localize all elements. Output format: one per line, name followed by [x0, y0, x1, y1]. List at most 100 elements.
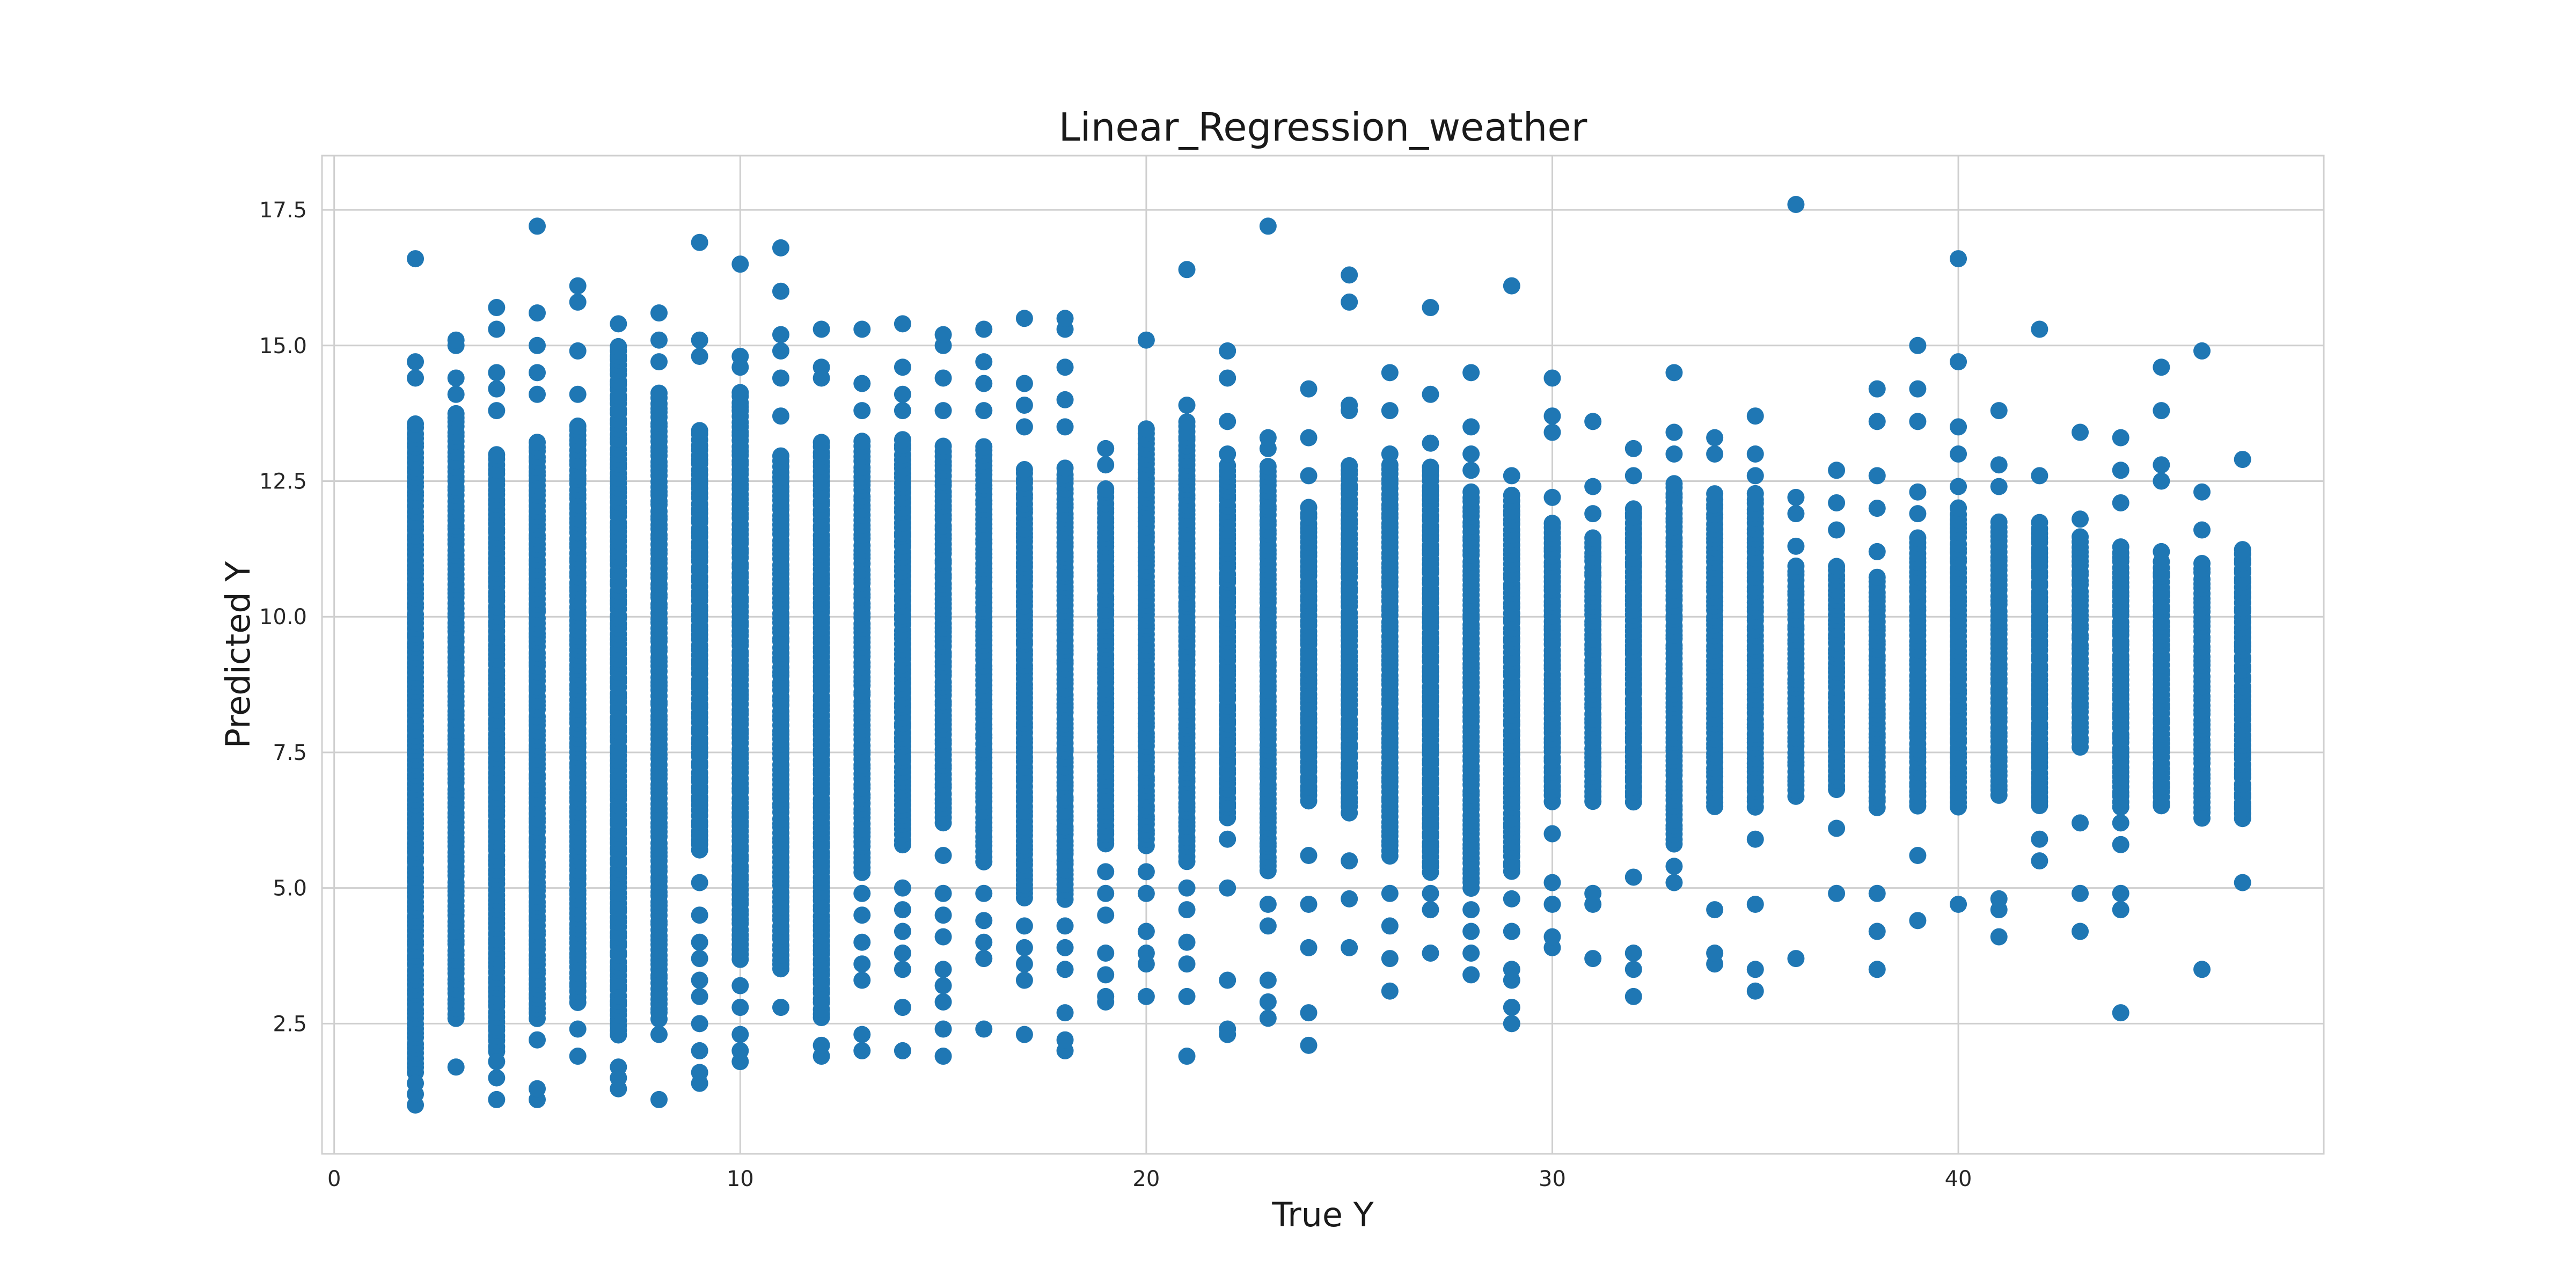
data-point — [934, 961, 952, 978]
data-point — [610, 338, 627, 355]
data-point — [1746, 445, 1764, 463]
data-point — [853, 884, 871, 902]
data-point — [691, 906, 708, 924]
data-point — [772, 999, 789, 1016]
data-point — [2031, 467, 2048, 485]
data-point — [975, 353, 993, 371]
data-point — [1259, 917, 1277, 935]
data-point — [853, 933, 871, 951]
data-point — [691, 348, 708, 365]
data-point — [1137, 944, 1155, 962]
data-point — [1300, 467, 1318, 485]
data-point — [1300, 896, 1318, 913]
data-point — [1828, 884, 1846, 902]
data-point — [691, 233, 708, 251]
data-point — [975, 438, 993, 456]
data-point — [1341, 890, 1358, 908]
plot-frame — [321, 155, 2325, 1155]
data-point — [1300, 1004, 1318, 1022]
data-point — [488, 446, 506, 464]
data-point — [1543, 423, 1561, 441]
data-point — [1868, 500, 1886, 517]
data-point — [1868, 467, 1886, 485]
data-point — [1787, 537, 1805, 555]
data-point — [691, 971, 708, 989]
data-point — [975, 933, 993, 951]
data-point — [934, 1048, 952, 1065]
data-point — [1300, 1036, 1318, 1054]
data-point — [2153, 456, 2170, 474]
data-point — [1178, 955, 1196, 973]
data-point — [2112, 1004, 2129, 1022]
data-point — [1056, 961, 1074, 978]
data-point — [1056, 939, 1074, 956]
x-tick-label: 20 — [1132, 1167, 1160, 1191]
data-point — [691, 422, 708, 440]
data-point — [1950, 445, 1967, 463]
data-point — [1909, 380, 1927, 398]
data-point — [1503, 999, 1520, 1016]
x-tick-label: 10 — [727, 1167, 754, 1191]
data-point — [1746, 485, 1764, 502]
data-point — [528, 364, 546, 382]
data-point — [1219, 830, 1236, 848]
data-point — [1868, 961, 1886, 978]
data-point — [569, 1020, 587, 1038]
data-point — [2153, 543, 2170, 560]
data-point — [894, 1042, 911, 1059]
data-point — [934, 402, 952, 420]
data-point — [894, 431, 911, 449]
data-point — [2193, 555, 2211, 573]
data-point — [1868, 543, 1886, 560]
data-point — [1665, 423, 1683, 441]
data-point — [2112, 836, 2129, 853]
data-point — [813, 358, 830, 376]
data-point — [650, 384, 668, 402]
data-point — [1056, 358, 1074, 376]
data-point — [1543, 928, 1561, 946]
data-point — [691, 987, 708, 1005]
data-point — [1950, 353, 1967, 371]
chart-title: Linear_Regression_weather — [1059, 105, 1587, 150]
data-point — [1056, 391, 1074, 408]
data-point — [2072, 528, 2089, 546]
data-point — [528, 385, 546, 403]
data-point — [1462, 966, 1480, 984]
data-point — [1300, 847, 1318, 865]
data-point — [650, 1026, 668, 1043]
data-point — [894, 402, 911, 420]
data-point — [1706, 944, 1724, 962]
data-point — [488, 299, 506, 317]
data-point — [1056, 310, 1074, 327]
data-point — [1543, 407, 1561, 425]
x-tick-label: 30 — [1539, 1167, 1566, 1191]
data-point — [1746, 467, 1764, 485]
data-point — [1015, 310, 1033, 327]
data-point — [731, 977, 749, 994]
data-point — [1015, 955, 1033, 973]
data-point — [1543, 874, 1561, 891]
y-tick-label: 2.5 — [273, 1012, 307, 1036]
data-point — [894, 315, 911, 333]
data-point — [934, 906, 952, 924]
data-point — [894, 999, 911, 1016]
data-point — [731, 1026, 749, 1043]
data-point — [1341, 852, 1358, 870]
data-point — [1828, 494, 1846, 511]
data-point — [610, 315, 627, 333]
data-point — [853, 955, 871, 973]
data-point — [894, 358, 911, 376]
data-point — [1543, 825, 1561, 843]
data-point — [1219, 879, 1236, 897]
data-point — [772, 447, 789, 465]
data-point — [1950, 478, 1967, 495]
data-point — [1746, 830, 1764, 848]
data-point — [1584, 884, 1602, 902]
data-point — [488, 1053, 506, 1071]
data-point — [1015, 418, 1033, 436]
data-point — [1706, 901, 1724, 919]
data-point — [1665, 874, 1683, 891]
data-point — [1543, 369, 1561, 387]
data-point — [975, 884, 993, 902]
data-point — [1462, 445, 1480, 463]
